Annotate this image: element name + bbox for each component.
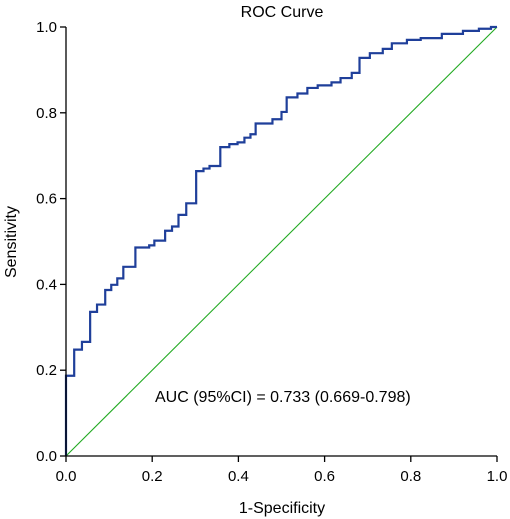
chart-title: ROC Curve	[241, 4, 324, 21]
y-tick-label: 0.4	[36, 276, 57, 293]
x-tick-label: 0.4	[228, 468, 249, 485]
y-tick-label: 0.6	[36, 191, 57, 208]
auc-annotation: AUC (95%CI) = 0.733 (0.669-0.798)	[155, 389, 411, 406]
y-tick-label: 0.8	[36, 105, 57, 122]
axes: 0.0 0.2 0.4 0.6 0.8 1.0 0.0 0.2 0.4 0.6 0.8 1.0	[36, 19, 507, 485]
y-tick-label: 0.2	[36, 362, 57, 379]
plot-area	[64, 25, 498, 457]
roc-curve-line	[64, 25, 497, 456]
x-tick-label: 0.6	[314, 468, 335, 485]
y-tick-label: 0.0	[36, 448, 57, 465]
x-tick-label: 1.0	[487, 468, 508, 485]
x-tick-label: 0.0	[56, 468, 77, 485]
x-tick-label: 0.2	[142, 468, 163, 485]
x-axis-title: 1-Specificity	[239, 500, 325, 517]
reference-diagonal-line	[65, 26, 498, 457]
x-tick-label: 0.8	[400, 468, 421, 485]
y-tick-label: 1.0	[36, 19, 57, 36]
y-axis-title: Sensitivity	[3, 206, 20, 278]
